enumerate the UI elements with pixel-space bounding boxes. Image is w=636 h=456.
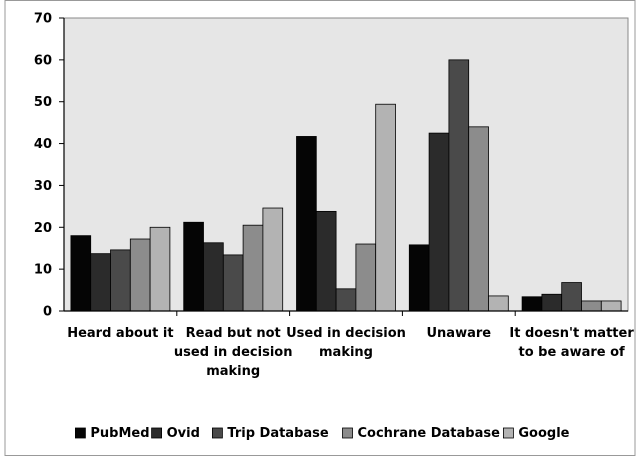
bar [335,288,357,312]
x-tick-label: Heard about it [67,326,173,341]
bar [600,300,622,312]
bar [183,221,204,312]
legend-label: Google [518,426,569,441]
y-ticks-group: 0 10 20 30 40 50 60 70 [34,12,64,320]
category-labels-group: Heard about it Read but not used in decisi… [67,326,634,379]
y-tick-label: 20 [34,221,52,236]
legend-label: Cochrane Database [358,426,501,441]
y-tick-label: 0 [43,305,52,320]
legend-swatch [75,427,86,439]
bar [262,207,284,312]
bar [149,226,171,312]
y-tick-label: 60 [34,53,52,68]
x-tick-label: It doesn't matter to be aware of [509,326,634,360]
bar [561,282,582,312]
bar [448,59,470,312]
bar [355,243,377,312]
legend-label: PubMed [90,426,149,441]
bar [408,244,430,312]
bar [129,238,151,312]
legend-label: Ovid [167,426,200,441]
bar [222,254,244,312]
bar [296,136,317,312]
legend-label: Trip Database [227,426,329,441]
y-tick-label: 40 [34,137,52,152]
bar [90,253,111,312]
bar [203,242,224,312]
legend-swatch [151,427,163,439]
bar [110,249,131,312]
legend-swatch [211,427,223,439]
legend-swatch [342,427,353,439]
bar [468,126,489,312]
y-tick-label: 50 [34,95,52,110]
x-tick-label: Read but not used in decision making [174,326,293,379]
y-tick-label: 10 [34,263,52,278]
bar [70,235,92,312]
bar [375,103,396,312]
bar [315,210,337,312]
legend-swatch [502,427,514,439]
bar [428,132,450,312]
bar [242,224,264,312]
bar [521,296,543,312]
bar [581,300,602,312]
bars-group [70,59,622,316]
legend: PubMed Ovid Trip Database Cochrane Database… [75,426,570,441]
y-tick-label: 70 [34,12,52,27]
x-tick-label: Unaware [427,326,492,341]
y-tick-label: 30 [34,179,52,194]
bar [541,293,563,312]
x-tick-label: Used in decision making [286,326,406,360]
bar [488,295,509,312]
